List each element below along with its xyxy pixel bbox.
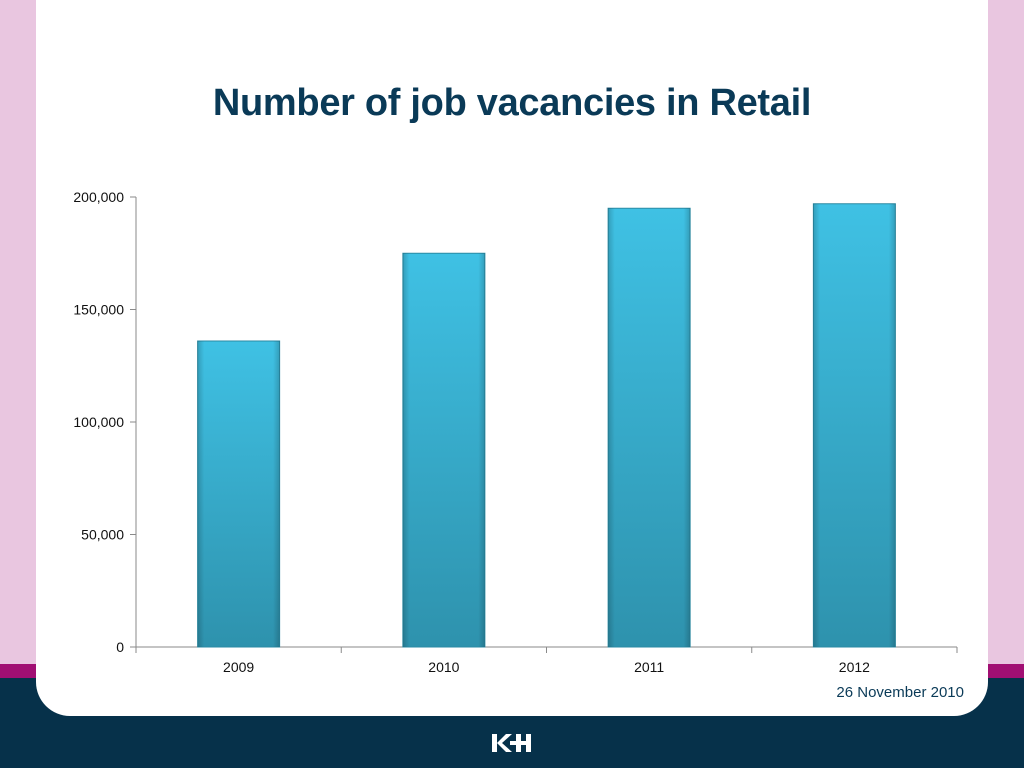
bar-chart: 0 50,000 100,000 150,000 200,000 2009 2010 2011… bbox=[73, 189, 958, 675]
y-tick-label: 100,000 bbox=[73, 414, 124, 430]
y-tick-label: 0 bbox=[116, 639, 124, 655]
chart-title: Number of job vacancies in Retail bbox=[212, 82, 812, 124]
x-tick-label: 2012 bbox=[839, 659, 870, 675]
x-tick-label: 2010 bbox=[428, 659, 459, 675]
bar-shading bbox=[813, 203, 896, 647]
y-tick-label: 50,000 bbox=[81, 527, 124, 543]
y-tick-label: 200,000 bbox=[73, 189, 124, 205]
bar-shading bbox=[197, 341, 280, 647]
y-tick-label: 150,000 bbox=[73, 302, 124, 318]
x-tick-label: 2009 bbox=[223, 659, 254, 675]
x-tick-label: 2011 bbox=[634, 659, 664, 675]
kh-logo-icon bbox=[492, 734, 531, 752]
bar-shading bbox=[608, 208, 691, 647]
slide-date: 26 November 2010 bbox=[836, 684, 964, 701]
bar-shading bbox=[402, 253, 485, 647]
